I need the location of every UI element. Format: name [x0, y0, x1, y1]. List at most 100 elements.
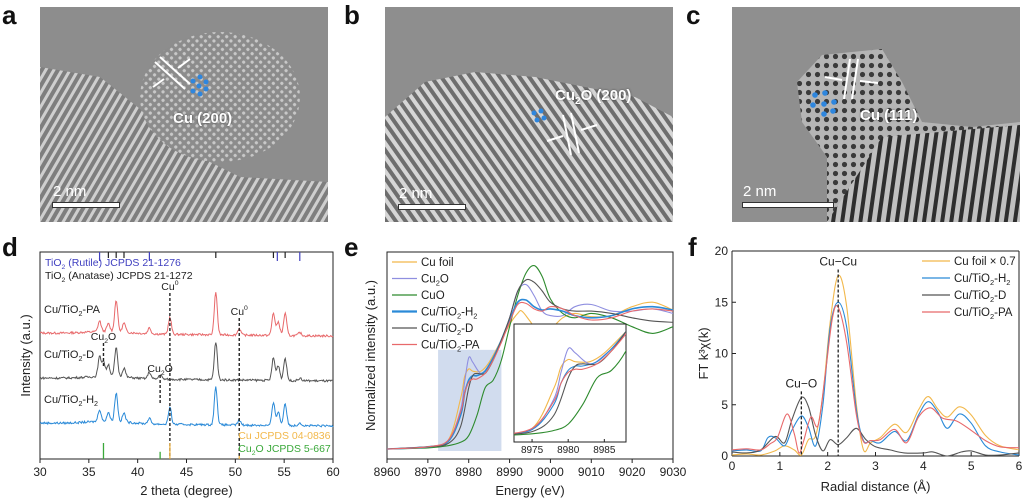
legend-label-sub: 2	[457, 312, 461, 321]
peak-annotation: Cu0	[161, 280, 178, 293]
x-tick-label: 9000	[537, 465, 564, 479]
reference-header-tail: (Anatase) JCPDS 21-1272	[65, 270, 192, 282]
inset-series-line	[514, 330, 626, 435]
tem-image-a: Cu (200) 2 nm	[40, 7, 328, 222]
series-label: Cu/TiO2-PA	[44, 304, 101, 318]
legend-label: CuO	[421, 290, 445, 302]
reference-label-sub: 2	[252, 450, 256, 457]
legend-label-tail: -PA	[461, 340, 480, 352]
scale-bar-label: 2 nm	[399, 185, 433, 202]
reference-label-text: Cu	[238, 443, 252, 455]
legend-label: Cu2O	[421, 274, 449, 288]
peak-annotation-text: Cu	[91, 331, 105, 343]
panel-letter-b: b	[344, 0, 360, 30]
inset-x-tick-label: 8975	[521, 445, 544, 456]
legend-label-tail: -PA	[994, 307, 1013, 319]
reference-header: TiO2 (Anatase) JCPDS 21-1272	[45, 270, 193, 284]
legend-label-tail: O	[440, 274, 449, 286]
panel-letter-a: a	[2, 0, 17, 30]
xrd-series-line	[39, 386, 334, 428]
xanes-series-line	[386, 301, 674, 450]
peak-annotation-sub: 2	[161, 370, 165, 377]
x-tick-label: 55	[277, 465, 291, 479]
x-tick-label: 9010	[578, 465, 605, 479]
panel-letter-f: f	[688, 232, 697, 262]
peak-annotation-sup: 0	[175, 280, 179, 287]
x-axis-label: 2 theta (degree)	[140, 483, 233, 498]
exafs-series-line	[731, 305, 1020, 454]
legend-label-text: Cu foil × 0.7	[954, 256, 1016, 268]
x-tick-label: 8980	[455, 465, 482, 479]
legend-label-text: CuO	[421, 290, 445, 302]
exafs-series-line	[731, 396, 1020, 457]
lattice-spacing-marker	[531, 108, 598, 156]
bond-annotation: Cu−O	[786, 376, 818, 390]
lattice-annotation: Cu (200)	[173, 110, 233, 127]
legend-label-sub2: 2	[473, 312, 477, 321]
reference-label-tail: O JCPDS 5-667	[255, 443, 330, 455]
xanes-series-line	[386, 278, 674, 450]
reference-header-text: TiO	[45, 270, 62, 282]
legend-label-text: Cu	[421, 274, 436, 286]
scale-bar	[52, 202, 120, 208]
reference-header: TiO2 (Rutile) JCPDS 21-1276	[45, 257, 181, 271]
scale-bar-label: 2 nm	[743, 183, 777, 200]
inset-series-line	[514, 332, 626, 434]
annotation-subscript: 2	[575, 96, 581, 107]
atom-dots	[190, 74, 209, 97]
x-axis-label: Radial distance (Å)	[821, 479, 931, 494]
legend-label-sub: 2	[990, 278, 994, 287]
y-axis-label: FT k³χ(k)	[696, 327, 711, 379]
reference-header-sub: 2	[62, 264, 66, 271]
x-tick-label: 30	[33, 465, 47, 479]
series-label-tail: -D	[82, 349, 94, 361]
plot-frame	[386, 251, 674, 460]
inset-series-line	[514, 330, 626, 435]
exafs-series-line	[731, 274, 1020, 456]
x-tick-label: 8990	[496, 465, 523, 479]
lattice-annotation: Cu (111)	[860, 107, 918, 124]
lattice-annotation: Cu2O (200)	[555, 87, 631, 107]
peak-annotation-text: Cu	[147, 363, 161, 375]
series-label-sub: 2	[78, 355, 82, 363]
legend-label-tail: -D	[994, 290, 1006, 302]
legend-label: Cu/TiO2-H2	[421, 307, 477, 321]
xanes-series-line	[386, 283, 674, 450]
series-label-tail: -PA	[82, 304, 100, 316]
peak-annotation-sup: 0	[244, 305, 248, 312]
legend-label-tail: -H	[994, 273, 1006, 285]
reference-label: Cu JCPDS 04-0836	[238, 430, 330, 442]
series-label: Cu/TiO2-D	[44, 349, 94, 363]
lattice-pattern	[40, 7, 328, 222]
series-label-text: Cu/TiO	[44, 394, 79, 406]
reference-header-tail: (Rutile) JCPDS 21-1276	[65, 257, 181, 269]
legend-label-text: Cu/TiO	[421, 340, 457, 352]
legend-label: Cu/TiO2-PA	[954, 307, 1013, 321]
inset-series-line	[514, 330, 626, 435]
xrd-chart: 30 35 40 45 50 55 60 2 theta (degree) Intensity …	[18, 251, 340, 498]
series-label-sub: 2	[78, 400, 82, 408]
tem-image-c: Cu (111) 2 nm	[732, 7, 1020, 222]
legend-label-sub: 2	[436, 279, 440, 288]
reference-header-text: TiO	[45, 257, 62, 269]
y-tick-label: 20	[715, 244, 729, 258]
bond-annotation: Cu−Cu	[819, 254, 857, 268]
xanes-series-line	[386, 301, 674, 450]
x-tick-label: 4	[920, 459, 927, 473]
x-tick-label: 9020	[619, 465, 646, 479]
inset-frame	[513, 323, 627, 443]
panel-letter-e: e	[344, 232, 359, 262]
reference-label: Cu2O JCPDS 5-667	[238, 443, 331, 457]
annotation-text: Cu	[555, 87, 575, 104]
x-tick-label: 9030	[660, 465, 687, 479]
legend-label-tail: -D	[461, 323, 473, 335]
x-tick-label: 0	[729, 459, 736, 473]
x-tick-label: 40	[131, 465, 145, 479]
x-tick-label: 3	[872, 459, 879, 473]
y-axis-label: Normalized intensity (a.u.)	[363, 280, 378, 431]
y-tick-label: 10	[715, 347, 729, 361]
peak-annotation: Cu2O	[147, 363, 172, 377]
inset-x-tick-label: 8985	[593, 445, 616, 456]
x-tick-label: 8960	[374, 465, 401, 479]
x-tick-label: 2	[824, 459, 831, 473]
